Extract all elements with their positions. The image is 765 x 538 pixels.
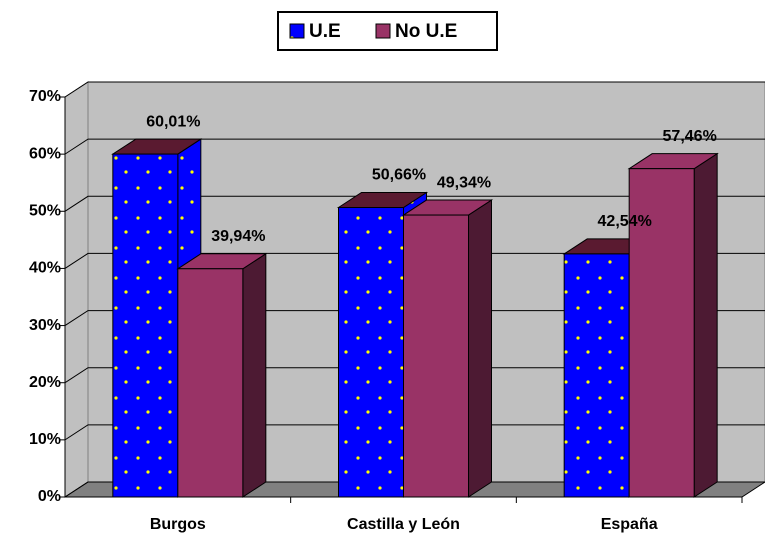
- bar: [177, 268, 244, 498]
- bar-side: [242, 252, 267, 498]
- x-tick-label: España: [601, 516, 658, 533]
- bar: [563, 253, 630, 498]
- x-tick-label: Castilla y León: [347, 516, 460, 533]
- grid-line: [64, 252, 765, 269]
- grid-line: [64, 481, 765, 498]
- y-tick-label: 40%: [29, 260, 61, 277]
- y-tick-label: 50%: [29, 203, 61, 220]
- bar: [628, 168, 695, 498]
- grid-line: [64, 195, 765, 212]
- data-label: 49,34%: [437, 174, 491, 191]
- legend-swatch: [375, 23, 391, 39]
- y-tick-label: 20%: [29, 374, 61, 391]
- legend-swatch: [289, 23, 305, 39]
- data-label: 50,66%: [372, 167, 426, 184]
- side-wall: [64, 81, 89, 498]
- y-tick-label: 60%: [29, 145, 61, 162]
- grid-line: [64, 310, 765, 326]
- bar-side: [468, 199, 492, 498]
- data-label: 42,54%: [598, 213, 652, 230]
- data-label: 60,01%: [146, 113, 200, 130]
- legend: U.E No U.E: [277, 11, 498, 51]
- grid-line: [64, 81, 765, 98]
- y-tick-label: 0%: [38, 488, 61, 505]
- data-label: 39,94%: [211, 228, 265, 245]
- grid-line: [64, 424, 765, 441]
- x-tick-label: Burgos: [150, 516, 206, 533]
- bar: [338, 207, 404, 498]
- grid-line: [64, 138, 765, 155]
- legend-label: U.E: [309, 21, 341, 42]
- y-tick-label: 10%: [29, 431, 61, 448]
- y-tick-label: 30%: [29, 317, 61, 334]
- bar: [112, 153, 179, 498]
- y-tick-label: 70%: [29, 88, 61, 105]
- bar-side: [693, 152, 718, 498]
- legend-label: No U.E: [395, 21, 457, 42]
- bar: [403, 214, 469, 498]
- data-label: 57,46%: [663, 128, 717, 145]
- grid-line: [64, 367, 765, 384]
